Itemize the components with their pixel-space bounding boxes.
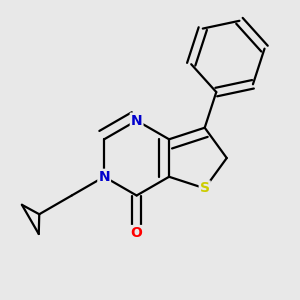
Text: N: N bbox=[98, 170, 110, 184]
Text: N: N bbox=[131, 114, 142, 128]
Text: S: S bbox=[200, 181, 210, 195]
Text: O: O bbox=[131, 226, 142, 240]
